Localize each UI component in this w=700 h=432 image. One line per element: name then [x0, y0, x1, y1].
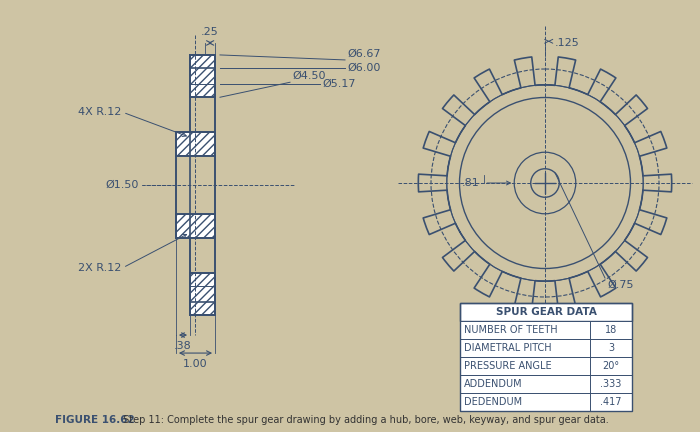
Text: .417: .417	[601, 397, 622, 407]
Text: 1.00: 1.00	[183, 359, 208, 369]
Bar	[190, 273, 215, 315]
Text: ADDENDUM: ADDENDUM	[464, 379, 523, 389]
Text: Step 11: Complete the spur gear drawing by adding a hub, bore, web, keyway, and : Step 11: Complete the spur gear drawing …	[120, 415, 609, 425]
Bar	[176, 214, 215, 238]
Bar	[190, 238, 215, 273]
Text: 2X R.12: 2X R.12	[78, 263, 121, 273]
Bar	[190, 273, 215, 315]
Bar	[176, 214, 215, 238]
Text: FIGURE 16.62: FIGURE 16.62	[55, 415, 134, 425]
Bar	[460, 321, 632, 339]
Bar	[176, 156, 215, 214]
Bar	[460, 357, 632, 375]
Text: 18: 18	[605, 325, 617, 335]
Text: .125: .125	[554, 38, 579, 48]
Text: 3: 3	[608, 343, 614, 353]
Text: .38: .38	[174, 341, 192, 351]
Text: .81: .81	[461, 178, 480, 188]
Text: 20°: 20°	[603, 361, 620, 371]
Text: Ø.75: Ø.75	[607, 280, 634, 290]
Text: Ø6.00: Ø6.00	[347, 63, 380, 73]
Text: .333: .333	[601, 379, 622, 389]
Text: PRESSURE ANGLE: PRESSURE ANGLE	[464, 361, 552, 371]
Bar	[176, 132, 215, 156]
Bar	[190, 55, 215, 97]
Bar	[460, 339, 632, 357]
Bar	[460, 303, 632, 321]
Text: SPUR GEAR DATA: SPUR GEAR DATA	[496, 307, 596, 317]
Bar	[460, 393, 632, 411]
Text: Ø1.50: Ø1.50	[106, 180, 139, 190]
Bar	[460, 303, 632, 411]
Bar	[176, 132, 215, 156]
Text: NUMBER OF TEETH: NUMBER OF TEETH	[464, 325, 558, 335]
Text: 4X R.12: 4X R.12	[78, 107, 121, 118]
Bar	[190, 55, 215, 97]
Bar	[190, 97, 215, 132]
Text: Ø4.50: Ø4.50	[292, 71, 326, 81]
Text: DIAMETRAL PITCH: DIAMETRAL PITCH	[464, 343, 552, 353]
Text: Ø6.67: Ø6.67	[347, 49, 381, 59]
Text: .25: .25	[202, 27, 219, 37]
Bar	[460, 375, 632, 393]
Text: DEDENDUM: DEDENDUM	[464, 397, 522, 407]
Text: Ø5.17: Ø5.17	[322, 79, 356, 89]
